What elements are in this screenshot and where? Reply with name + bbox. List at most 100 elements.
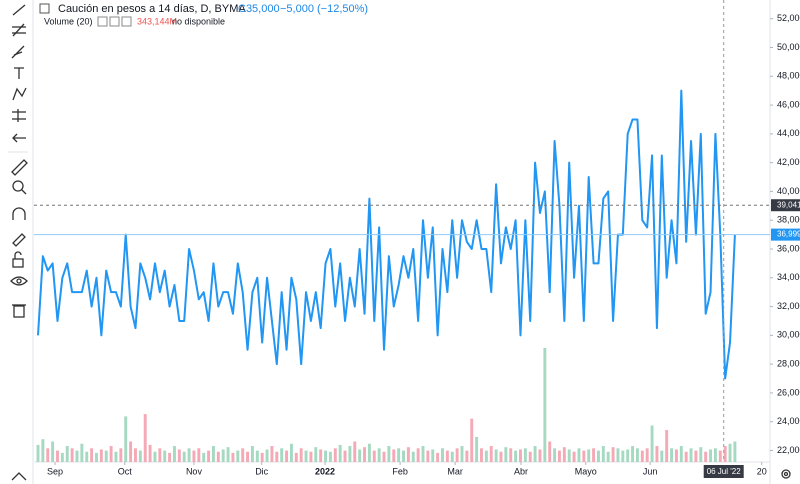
settings-icon[interactable] [781, 469, 791, 479]
volume-bar [665, 430, 669, 462]
y-tick-label: 22,000 [777, 445, 800, 455]
volume-bar [250, 446, 254, 462]
collapse-icon[interactable] [39, 3, 50, 14]
y-tick-label: 30,000 [777, 330, 800, 340]
volume-bar [333, 448, 337, 462]
x-tick-label: Feb [392, 466, 408, 476]
volume-bar [328, 451, 332, 462]
volume-bar [309, 451, 313, 462]
x-tick-label: Mar [447, 466, 463, 476]
volume-bar [528, 451, 532, 462]
volume-bar [704, 451, 708, 462]
volume-bar [294, 452, 298, 462]
volume-bar [363, 447, 366, 462]
volume-bar [645, 448, 649, 462]
volume-bar [450, 451, 454, 462]
volume-bar [670, 448, 674, 462]
legend: Caución en pesos a 14 días, D, BYMA C35,… [39, 3, 368, 27]
volume-bar [631, 446, 635, 462]
volume-bar [377, 448, 381, 462]
volume-bar [182, 451, 186, 462]
volume-bar [504, 447, 508, 462]
crosshair-x-box [703, 465, 744, 478]
change-value: −5,000 (−12,50%) [280, 3, 368, 15]
y-tick-label: 24,000 [777, 416, 800, 426]
prediction-tool[interactable] [12, 109, 26, 122]
volume-bar [718, 450, 722, 462]
volume-bar [177, 449, 181, 462]
fib-tool[interactable] [12, 23, 26, 37]
volume-bar [543, 348, 547, 462]
brush-tool[interactable] [11, 45, 25, 59]
zoom-tool[interactable] [12, 180, 27, 195]
volume-bar [46, 448, 50, 462]
y-tick-label: 42,000 [777, 157, 800, 167]
volume-title: Volume (20) [44, 16, 93, 26]
volume-bar [713, 448, 717, 462]
volume-bar [231, 452, 235, 462]
volume-bar [397, 448, 401, 462]
volume-bar [660, 450, 664, 462]
volume-bar [36, 444, 40, 462]
volume-bar [148, 444, 152, 462]
volume-bar [124, 416, 128, 462]
volume-bar [611, 447, 615, 462]
volume-bar [275, 451, 279, 462]
volume-bar [689, 448, 693, 462]
trend-line-tool[interactable] [12, 4, 26, 16]
volume-bar [460, 446, 464, 462]
volume-bar [129, 441, 133, 462]
volume-bar [314, 447, 318, 462]
volume-bar [241, 448, 245, 462]
volume-bar [163, 450, 167, 462]
y-tick-label: 44,000 [777, 128, 800, 138]
y-tick-label: 36,000 [777, 243, 800, 253]
volume-bar [562, 447, 566, 462]
lock-tool[interactable] [12, 251, 24, 268]
collapse-tool[interactable] [11, 472, 27, 481]
x-tick-label: Mayo [575, 466, 597, 476]
volume-bar [158, 448, 162, 462]
volume-bar [679, 446, 683, 462]
volume-bar [65, 446, 69, 462]
eye-tool[interactable] [10, 276, 28, 286]
volume-bar [548, 441, 552, 462]
volume-bar [56, 450, 59, 462]
ruler-tool[interactable] [11, 159, 28, 176]
lock-drawing-tool[interactable] [12, 233, 26, 247]
volume-bar [441, 448, 444, 462]
pattern-tool[interactable] [12, 87, 27, 101]
volume-icon[interactable] [97, 16, 108, 27]
volume-bar [655, 446, 659, 462]
volume-bar [465, 450, 469, 462]
volume-bar [592, 448, 596, 462]
volume-bar [109, 446, 113, 462]
volume-bar [382, 451, 386, 462]
volume-bar [358, 449, 362, 462]
y-tick-label: 46,000 [777, 99, 800, 109]
y-tick-label: 38,000 [777, 215, 800, 225]
x-tick-label: Abr [514, 466, 528, 476]
volume-bar [626, 449, 630, 462]
y-tick-label: 34,000 [777, 272, 800, 282]
trash-tool[interactable] [12, 304, 26, 318]
volume-bar [616, 448, 620, 462]
volume-bar [265, 449, 269, 462]
volume-bar [280, 448, 284, 462]
x-tick-label: Jun [643, 466, 658, 476]
volume-bar [416, 448, 420, 462]
magnet-tool[interactable] [12, 207, 26, 220]
volume-bar [367, 443, 371, 462]
volume-bar [577, 448, 581, 462]
y-tick-label: 26,000 [777, 387, 800, 397]
last-price-label: 36,999 [777, 230, 800, 239]
back-tool[interactable] [12, 133, 26, 143]
volume-bar [635, 448, 639, 462]
volume-bar [211, 446, 215, 462]
toolbar-bg [0, 0, 33, 484]
volume-bar [470, 418, 474, 462]
volume-icon[interactable] [109, 16, 120, 27]
text-tool[interactable] [14, 67, 24, 79]
volume-bar [197, 448, 201, 462]
volume-icon[interactable] [121, 16, 132, 27]
